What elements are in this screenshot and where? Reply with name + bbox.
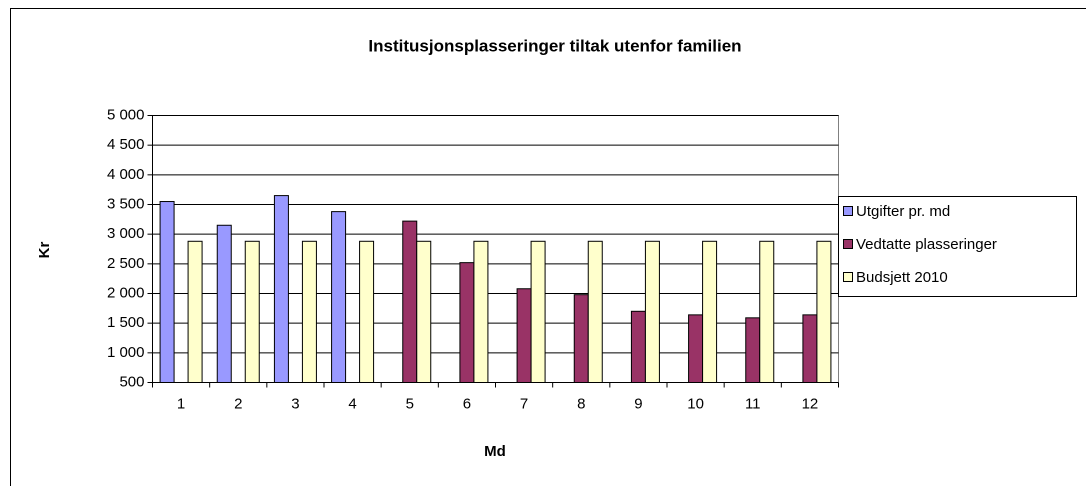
x-tick-label: 9 <box>634 395 642 412</box>
y-tick-label: 5 000 <box>107 106 145 123</box>
bar <box>816 240 832 383</box>
bar <box>331 211 347 383</box>
legend-label: Budsjett 2010 <box>856 269 948 286</box>
bar <box>587 240 603 383</box>
chart-title: Institusjonsplasseringer tiltak utenfor … <box>368 36 741 55</box>
bar <box>273 195 289 383</box>
bar <box>459 262 475 383</box>
bar <box>530 240 546 383</box>
y-tick-label: 3 000 <box>107 225 145 242</box>
y-tick-label: 3 500 <box>107 195 145 212</box>
bar <box>244 240 260 383</box>
y-tick-label: 2 000 <box>107 284 145 301</box>
x-tick-label: 6 <box>463 395 471 412</box>
legend-swatch <box>843 239 853 249</box>
y-axis-label: Kr <box>36 242 53 259</box>
y-tick-label: 500 <box>119 373 144 390</box>
legend-swatch <box>843 272 853 282</box>
bar <box>759 240 775 383</box>
bar <box>473 240 489 383</box>
legend-swatch <box>843 206 853 216</box>
bar <box>802 314 818 383</box>
y-tick-label: 2 500 <box>107 255 145 272</box>
x-tick-label: 2 <box>234 395 242 412</box>
plot-area <box>152 115 839 383</box>
bar <box>402 220 418 383</box>
x-tick-label: 1 <box>177 395 185 412</box>
y-tick-label: 4 500 <box>107 136 145 153</box>
bar <box>159 201 175 383</box>
x-tick-label: 8 <box>577 395 585 412</box>
bar <box>702 240 718 383</box>
bar <box>573 294 589 384</box>
legend-label: Utgifter pr. md <box>856 203 950 220</box>
bar <box>216 224 232 383</box>
x-tick-label: 3 <box>291 395 299 412</box>
x-axis-label: Md <box>484 443 506 460</box>
y-tick-label: 4 000 <box>107 166 145 183</box>
bar <box>644 240 660 383</box>
x-tick-label: 11 <box>745 395 761 412</box>
bar <box>630 310 646 383</box>
bar <box>359 240 375 383</box>
x-tick-label: 10 <box>687 395 704 412</box>
bar <box>416 240 432 383</box>
x-tick-label: 12 <box>802 395 819 412</box>
bar <box>301 240 317 383</box>
y-tick-label: 1 500 <box>107 314 145 331</box>
x-tick-label: 5 <box>406 395 414 412</box>
bar <box>688 314 704 383</box>
bar <box>187 240 203 383</box>
x-tick-label: 4 <box>348 395 356 412</box>
legend-label: Vedtatte plasseringer <box>856 236 997 253</box>
y-tick-label: 1 000 <box>107 344 145 361</box>
bar <box>516 288 532 383</box>
legend <box>838 196 1077 297</box>
x-tick-label: 7 <box>520 395 528 412</box>
bar <box>745 317 761 383</box>
